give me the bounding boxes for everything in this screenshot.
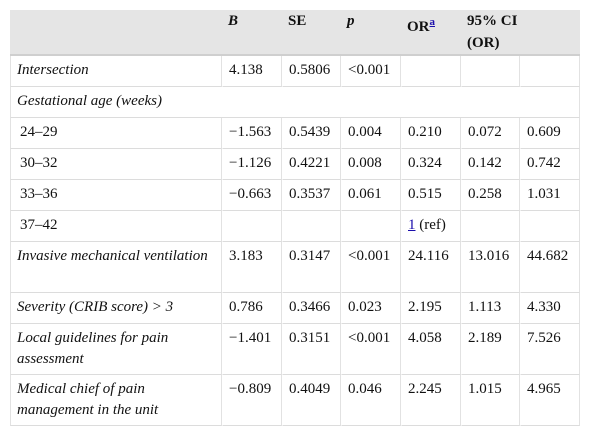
row-label: 24–29: [10, 118, 222, 149]
cell-or: [401, 56, 461, 87]
cell-se: 0.4049: [282, 375, 341, 426]
cell-ci-high: 4.330: [520, 293, 581, 324]
cell-b: −1.126: [222, 149, 282, 180]
header-or-label: OR: [407, 19, 430, 35]
cell-ci-high: 0.609: [520, 118, 581, 149]
cell-ci-high: 4.965: [520, 375, 581, 426]
table-row: Severity (CRIB score) > 3 0.786 0.3466 0…: [10, 293, 581, 324]
header-ci: 95% CI (OR): [461, 10, 581, 56]
table-row: 30–32 −1.126 0.4221 0.008 0.324 0.142 0.…: [10, 149, 581, 180]
regression-results-table: B SE p ORa 95% CI (OR) Intersection 4.138…: [10, 10, 581, 426]
cell-p: 0.023: [341, 293, 401, 324]
cell-or: 4.058: [401, 324, 461, 375]
table-row: 24–29 −1.563 0.5439 0.004 0.210 0.072 0.…: [10, 118, 581, 149]
cell-b: 3.183: [222, 242, 282, 293]
cell-ci-low: 1.015: [461, 375, 520, 426]
cell-or: 0.210: [401, 118, 461, 149]
row-label: Severity (CRIB score) > 3: [10, 293, 222, 324]
cell-b: −1.401: [222, 324, 282, 375]
table-header-row: B SE p ORa 95% CI (OR): [10, 10, 581, 56]
cell-b: −0.809: [222, 375, 282, 426]
cell-or: 1 (ref): [401, 211, 461, 242]
header-or: ORa: [401, 10, 461, 56]
cell-ci-low: 0.072: [461, 118, 520, 149]
cell-ci-low: 0.258: [461, 180, 520, 211]
cell-se: 0.4221: [282, 149, 341, 180]
results-table-container: B SE p ORa 95% CI (OR) Intersection 4.138…: [10, 10, 581, 426]
row-label: Invasive mechanical ventilation: [10, 242, 222, 293]
header-ci-line1: 95% CI: [467, 13, 518, 29]
cell-ci-high: 1.031: [520, 180, 581, 211]
row-label: Local guidelines for pain assessment: [10, 324, 222, 375]
cell-b: 0.786: [222, 293, 282, 324]
cell-se: 0.3466: [282, 293, 341, 324]
cell-or: 0.515: [401, 180, 461, 211]
row-label: Intersection: [10, 56, 222, 87]
row-label: Medical chief of pain management in the …: [10, 375, 222, 426]
cell-b: [222, 211, 282, 242]
cell-p: 0.046: [341, 375, 401, 426]
table-row: Medical chief of pain management in the …: [10, 375, 581, 426]
cell-ci-low: 2.189: [461, 324, 520, 375]
cell-p: 0.061: [341, 180, 401, 211]
header-se: SE: [282, 10, 341, 56]
header-ci-line2: (OR): [467, 35, 500, 51]
cell-or: 0.324: [401, 149, 461, 180]
header-p: p: [341, 10, 401, 56]
cell-se: 0.3147: [282, 242, 341, 293]
cell-ci-high: 7.526: [520, 324, 581, 375]
cell-ci-low: [461, 56, 520, 87]
row-label: 37–42: [10, 211, 222, 242]
cell-ci-low: [461, 211, 520, 242]
cell-ci-low: 13.016: [461, 242, 520, 293]
cell-se: 0.5806: [282, 56, 341, 87]
cell-b: −0.663: [222, 180, 282, 211]
cell-p: <0.001: [341, 56, 401, 87]
cell-p: <0.001: [341, 324, 401, 375]
table-row: Intersection 4.138 0.5806 <0.001: [10, 56, 581, 87]
cell-se: 0.5439: [282, 118, 341, 149]
cell-b: 4.138: [222, 56, 282, 87]
table-row: Local guidelines for pain assessment −1.…: [10, 324, 581, 375]
cell-p: [341, 211, 401, 242]
cell-ci-low: 1.113: [461, 293, 520, 324]
header-b: B: [222, 10, 282, 56]
table-section-row: Gestational age (weeks): [10, 87, 581, 118]
cell-p: 0.004: [341, 118, 401, 149]
footnote-a-link[interactable]: a: [429, 16, 436, 28]
cell-b: −1.563: [222, 118, 282, 149]
reference-link[interactable]: 1: [408, 217, 416, 233]
section-label: Gestational age (weeks): [10, 87, 581, 118]
cell-or: 24.116: [401, 242, 461, 293]
cell-ci-high: [520, 56, 581, 87]
table-row: 37–42 1 (ref): [10, 211, 581, 242]
cell-ci-high: 44.682: [520, 242, 581, 293]
cell-se: [282, 211, 341, 242]
cell-p: 0.008: [341, 149, 401, 180]
row-label: 30–32: [10, 149, 222, 180]
table-row: Invasive mechanical ventilation 3.183 0.…: [10, 242, 581, 293]
reference-suffix: (ref): [415, 217, 446, 233]
cell-se: 0.3537: [282, 180, 341, 211]
cell-ci-low: 0.142: [461, 149, 520, 180]
header-variable: [10, 10, 222, 56]
cell-ci-high: [520, 211, 581, 242]
row-label: 33–36: [10, 180, 222, 211]
cell-or: 2.195: [401, 293, 461, 324]
cell-se: 0.3151: [282, 324, 341, 375]
cell-ci-high: 0.742: [520, 149, 581, 180]
table-row: 33–36 −0.663 0.3537 0.061 0.515 0.258 1.…: [10, 180, 581, 211]
cell-p: <0.001: [341, 242, 401, 293]
cell-or: 2.245: [401, 375, 461, 426]
